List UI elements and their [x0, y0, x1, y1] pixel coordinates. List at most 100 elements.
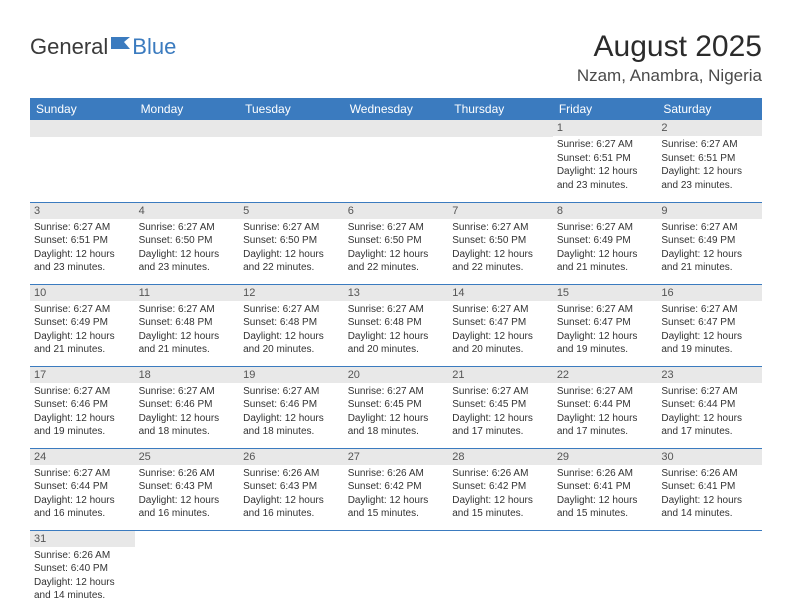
month-title: August 2025 [577, 30, 762, 64]
day-number: 14 [448, 285, 553, 301]
sunrise-text: Sunrise: 6:27 AM [139, 385, 236, 399]
calendar-cell [553, 530, 658, 612]
sunrise-text: Sunrise: 6:27 AM [557, 138, 654, 152]
sunset-text: Sunset: 6:51 PM [661, 152, 758, 166]
day-details: Sunrise: 6:27 AMSunset: 6:46 PMDaylight:… [239, 383, 344, 441]
daylight-text: Daylight: 12 hours and 21 minutes. [557, 248, 654, 275]
day-details: Sunrise: 6:27 AMSunset: 6:48 PMDaylight:… [135, 301, 240, 359]
sunrise-text: Sunrise: 6:27 AM [452, 221, 549, 235]
sunset-text: Sunset: 6:46 PM [34, 398, 131, 412]
sunset-text: Sunset: 6:49 PM [557, 234, 654, 248]
day-number: 2 [657, 120, 762, 136]
sunset-text: Sunset: 6:48 PM [348, 316, 445, 330]
sunset-text: Sunset: 6:44 PM [661, 398, 758, 412]
daylight-text: Daylight: 12 hours and 21 minutes. [139, 330, 236, 357]
flag-icon [110, 36, 132, 50]
daylight-text: Daylight: 12 hours and 15 minutes. [452, 494, 549, 521]
sunset-text: Sunset: 6:47 PM [452, 316, 549, 330]
daylight-text: Daylight: 12 hours and 23 minutes. [139, 248, 236, 275]
sunset-text: Sunset: 6:51 PM [34, 234, 131, 248]
sunrise-text: Sunrise: 6:26 AM [661, 467, 758, 481]
day-number: 24 [30, 449, 135, 465]
sunrise-text: Sunrise: 6:27 AM [661, 221, 758, 235]
day-number: 28 [448, 449, 553, 465]
day-details: Sunrise: 6:27 AMSunset: 6:45 PMDaylight:… [344, 383, 449, 441]
calendar-cell [448, 530, 553, 612]
sunset-text: Sunset: 6:42 PM [452, 480, 549, 494]
sunset-text: Sunset: 6:45 PM [452, 398, 549, 412]
calendar-cell: 29Sunrise: 6:26 AMSunset: 6:41 PMDayligh… [553, 448, 658, 530]
daylight-text: Daylight: 12 hours and 20 minutes. [348, 330, 445, 357]
sunset-text: Sunset: 6:48 PM [139, 316, 236, 330]
day-number: 30 [657, 449, 762, 465]
day-number: 18 [135, 367, 240, 383]
day-number: 26 [239, 449, 344, 465]
daylight-text: Daylight: 12 hours and 15 minutes. [348, 494, 445, 521]
daylight-text: Daylight: 12 hours and 22 minutes. [243, 248, 340, 275]
calendar-body: 1Sunrise: 6:27 AMSunset: 6:51 PMDaylight… [30, 120, 762, 612]
day-number: 29 [553, 449, 658, 465]
day-number: 25 [135, 449, 240, 465]
brand-logo: General Blue [30, 30, 176, 60]
day-number: 21 [448, 367, 553, 383]
day-details: Sunrise: 6:26 AMSunset: 6:43 PMDaylight:… [239, 465, 344, 523]
sunset-text: Sunset: 6:47 PM [661, 316, 758, 330]
day-details: Sunrise: 6:27 AMSunset: 6:45 PMDaylight:… [448, 383, 553, 441]
calendar-cell: 3Sunrise: 6:27 AMSunset: 6:51 PMDaylight… [30, 202, 135, 284]
sunset-text: Sunset: 6:50 PM [139, 234, 236, 248]
day-details: Sunrise: 6:27 AMSunset: 6:51 PMDaylight:… [553, 136, 658, 194]
daylight-text: Daylight: 12 hours and 14 minutes. [34, 576, 131, 603]
daylight-text: Daylight: 12 hours and 17 minutes. [661, 412, 758, 439]
daylight-text: Daylight: 12 hours and 19 minutes. [34, 412, 131, 439]
calendar-cell: 20Sunrise: 6:27 AMSunset: 6:45 PMDayligh… [344, 366, 449, 448]
sunrise-text: Sunrise: 6:27 AM [34, 303, 131, 317]
brand-part1: General [30, 34, 108, 60]
sunrise-text: Sunrise: 6:27 AM [348, 303, 445, 317]
sunset-text: Sunset: 6:49 PM [34, 316, 131, 330]
day-number: 13 [344, 285, 449, 301]
day-number: 11 [135, 285, 240, 301]
sunrise-text: Sunrise: 6:26 AM [557, 467, 654, 481]
sunset-text: Sunset: 6:50 PM [348, 234, 445, 248]
daylight-text: Daylight: 12 hours and 22 minutes. [452, 248, 549, 275]
sunrise-text: Sunrise: 6:27 AM [661, 138, 758, 152]
sunrise-text: Sunrise: 6:26 AM [243, 467, 340, 481]
day-details: Sunrise: 6:27 AMSunset: 6:47 PMDaylight:… [553, 301, 658, 359]
sunset-text: Sunset: 6:47 PM [557, 316, 654, 330]
calendar-cell: 5Sunrise: 6:27 AMSunset: 6:50 PMDaylight… [239, 202, 344, 284]
calendar-cell: 8Sunrise: 6:27 AMSunset: 6:49 PMDaylight… [553, 202, 658, 284]
daylight-text: Daylight: 12 hours and 20 minutes. [452, 330, 549, 357]
calendar-cell: 22Sunrise: 6:27 AMSunset: 6:44 PMDayligh… [553, 366, 658, 448]
sunrise-text: Sunrise: 6:26 AM [139, 467, 236, 481]
weekday-header: Saturday [657, 98, 762, 120]
day-details: Sunrise: 6:27 AMSunset: 6:50 PMDaylight:… [448, 219, 553, 277]
sunrise-text: Sunrise: 6:26 AM [348, 467, 445, 481]
day-number: 7 [448, 203, 553, 219]
day-number: 23 [657, 367, 762, 383]
calendar-cell: 21Sunrise: 6:27 AMSunset: 6:45 PMDayligh… [448, 366, 553, 448]
weekday-header: Friday [553, 98, 658, 120]
sunrise-text: Sunrise: 6:27 AM [243, 303, 340, 317]
daylight-text: Daylight: 12 hours and 17 minutes. [557, 412, 654, 439]
calendar-cell [344, 120, 449, 202]
calendar-cell [448, 120, 553, 202]
daylight-text: Daylight: 12 hours and 21 minutes. [661, 248, 758, 275]
sunset-text: Sunset: 6:42 PM [348, 480, 445, 494]
sunset-text: Sunset: 6:46 PM [243, 398, 340, 412]
day-details: Sunrise: 6:27 AMSunset: 6:50 PMDaylight:… [135, 219, 240, 277]
day-number: 8 [553, 203, 658, 219]
calendar-cell: 16Sunrise: 6:27 AMSunset: 6:47 PMDayligh… [657, 284, 762, 366]
calendar-cell: 26Sunrise: 6:26 AMSunset: 6:43 PMDayligh… [239, 448, 344, 530]
calendar-cell: 10Sunrise: 6:27 AMSunset: 6:49 PMDayligh… [30, 284, 135, 366]
day-details: Sunrise: 6:26 AMSunset: 6:42 PMDaylight:… [344, 465, 449, 523]
day-details: Sunrise: 6:27 AMSunset: 6:51 PMDaylight:… [657, 136, 762, 194]
calendar-cell: 18Sunrise: 6:27 AMSunset: 6:46 PMDayligh… [135, 366, 240, 448]
location-label: Nzam, Anambra, Nigeria [577, 66, 762, 86]
weekday-header: Wednesday [344, 98, 449, 120]
sunset-text: Sunset: 6:41 PM [661, 480, 758, 494]
calendar-cell: 6Sunrise: 6:27 AMSunset: 6:50 PMDaylight… [344, 202, 449, 284]
day-number: 3 [30, 203, 135, 219]
day-number: 15 [553, 285, 658, 301]
day-details: Sunrise: 6:27 AMSunset: 6:49 PMDaylight:… [30, 301, 135, 359]
title-block: August 2025 Nzam, Anambra, Nigeria [577, 30, 762, 86]
